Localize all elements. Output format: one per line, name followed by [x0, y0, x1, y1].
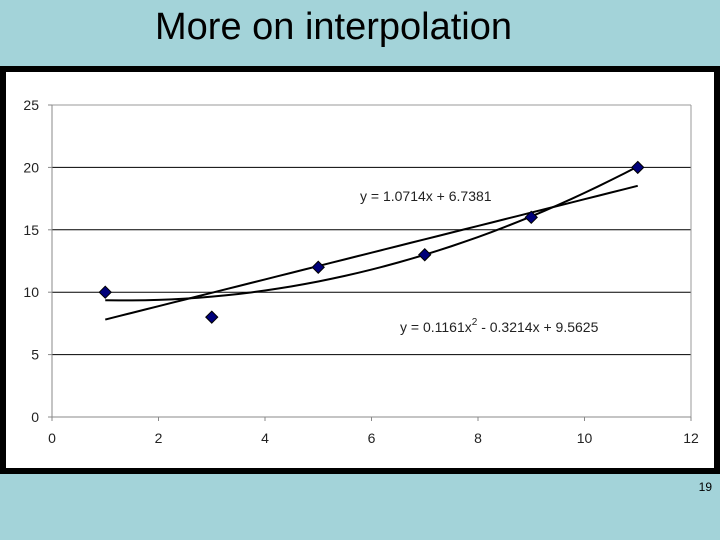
chart-area: 0 5 10 15 20 25 0 2 4 6 8 10 12 y = 1.0714x + 6.7381…: [6, 72, 714, 468]
chart-frame: 0 5 10 15 20 25 0 2 4 6 8 10 12 y = 1.0714x + 6.7381…: [0, 66, 720, 474]
slide-title: More on interpolation: [155, 6, 512, 48]
data-point: [418, 248, 432, 262]
scatter-chart: 0 5 10 15 20 25 0 2 4 6 8 10 12 y = 1.0714x + 6.7381…: [23, 97, 699, 446]
data-point: [524, 210, 538, 225]
data-point: [631, 160, 645, 175]
x-tick-label: 2: [155, 430, 163, 446]
y-tick-label: 20: [23, 159, 39, 175]
x-tick-label: 12: [683, 430, 699, 446]
linear-trendline-equation: y = 1.0714x + 6.7381: [360, 188, 492, 204]
axes: [48, 104, 692, 421]
y-tick-label: 0: [31, 409, 39, 425]
poly-eq-lhs: y = 0.1161x: [400, 319, 472, 335]
tick-labels: 0 5 10 15 20 25 0 2 4 6 8 10 12: [23, 97, 699, 446]
x-tick-label: 10: [577, 430, 593, 446]
x-tick-label: 4: [261, 430, 269, 446]
y-tick-label: 5: [31, 347, 39, 363]
y-tick-label: 25: [23, 97, 39, 113]
page-number: 19: [698, 480, 712, 494]
poly-eq-exponent: 2: [472, 317, 478, 328]
data-point: [205, 310, 219, 324]
y-tick-label: 15: [23, 222, 39, 238]
trendlines: [105, 165, 639, 321]
y-tick-label: 10: [23, 284, 39, 300]
x-tick-label: 0: [48, 430, 56, 446]
gridlines: [52, 104, 691, 356]
data-points: [98, 160, 645, 324]
data-point: [98, 285, 112, 299]
data-point: [311, 260, 325, 274]
polynomial-trendline: [105, 165, 639, 302]
x-tick-label: 6: [368, 430, 376, 446]
x-tick-label: 8: [474, 430, 482, 446]
poly-eq-rhs: - 0.3214x + 9.5625: [477, 319, 598, 335]
polynomial-trendline-equation: y = 0.1161x2 - 0.3214x + 9.5625: [400, 317, 599, 335]
